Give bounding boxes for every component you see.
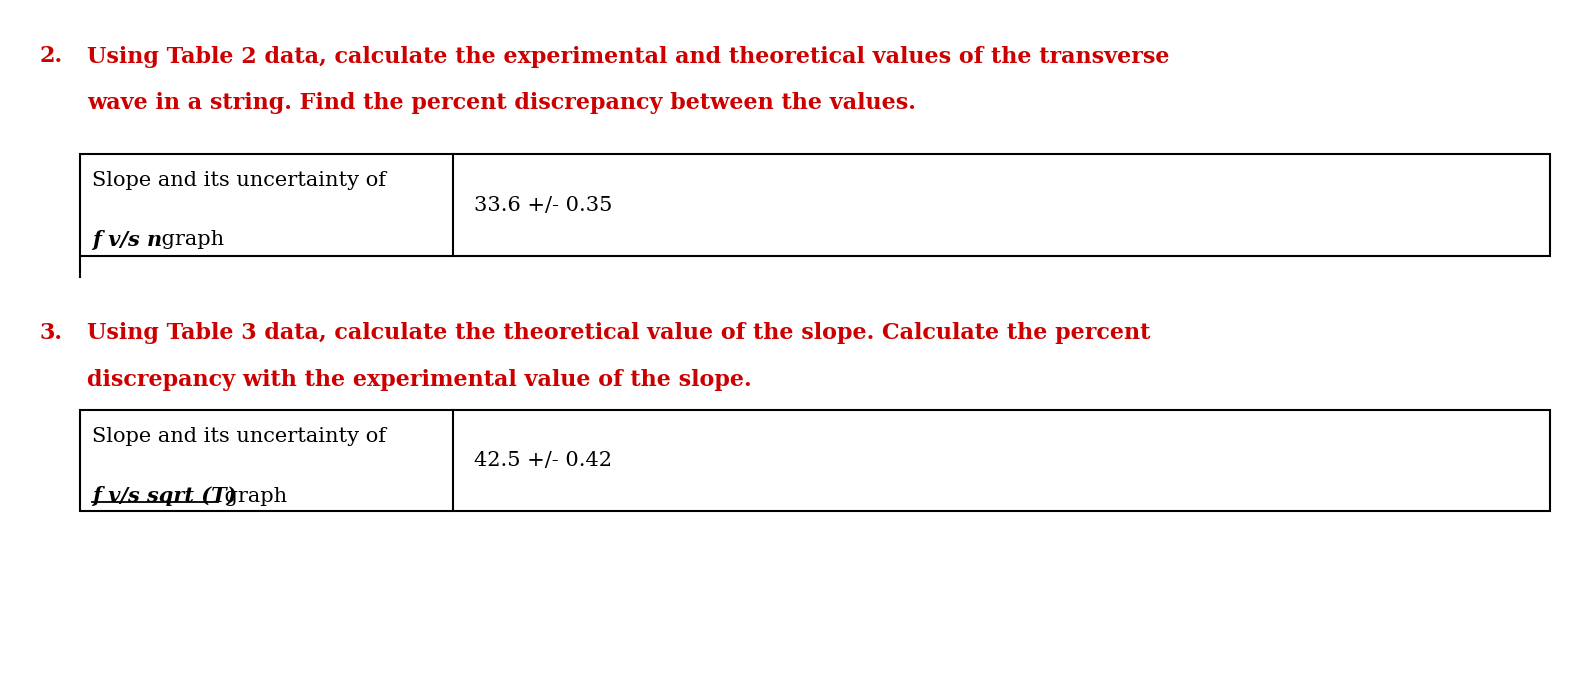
Text: 42.5 +/- 0.42: 42.5 +/- 0.42: [474, 452, 612, 470]
Text: Using Table 3 data, calculate the theoretical value of the slope. Calculate the : Using Table 3 data, calculate the theore…: [87, 322, 1151, 344]
Text: 2.: 2.: [40, 46, 64, 67]
Text: Slope and its uncertainty of: Slope and its uncertainty of: [92, 427, 386, 446]
Text: f v/s n: f v/s n: [92, 230, 162, 250]
Text: f v/s sqrt (T): f v/s sqrt (T): [92, 486, 237, 507]
Text: wave in a string. Find the percent discrepancy between the values.: wave in a string. Find the percent discr…: [87, 92, 916, 114]
Text: 3.: 3.: [40, 322, 62, 344]
Text: graph: graph: [218, 486, 288, 505]
Text: discrepancy with the experimental value of the slope.: discrepancy with the experimental value …: [87, 369, 752, 391]
Text: graph: graph: [156, 230, 224, 248]
Text: Slope and its uncertainty of: Slope and its uncertainty of: [92, 172, 386, 190]
Text: Using Table 2 data, calculate the experimental and theoretical values of the tra: Using Table 2 data, calculate the experi…: [87, 46, 1170, 67]
Text: 33.6 +/- 0.35: 33.6 +/- 0.35: [474, 196, 612, 215]
